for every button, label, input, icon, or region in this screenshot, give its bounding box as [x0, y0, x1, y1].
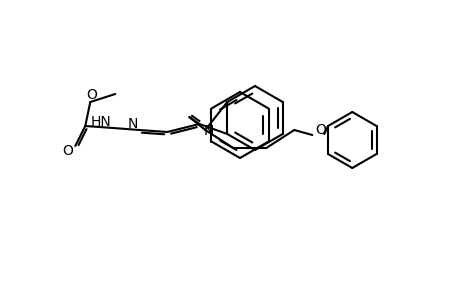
Text: N: N	[204, 124, 214, 138]
Text: N: N	[128, 117, 138, 131]
Text: O: O	[314, 123, 325, 137]
Text: O: O	[62, 144, 73, 158]
Text: HN: HN	[90, 115, 111, 129]
Text: O: O	[86, 88, 96, 102]
